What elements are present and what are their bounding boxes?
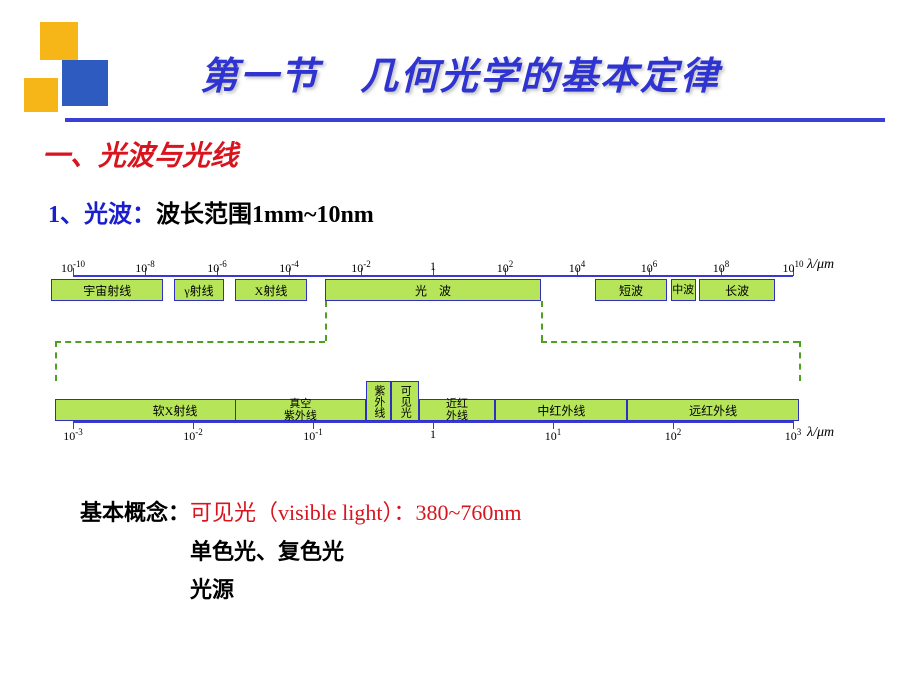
spectrum-band: 可见光 bbox=[391, 381, 419, 421]
scale-label: 103 bbox=[785, 427, 802, 444]
scale-label: 1 bbox=[430, 259, 436, 274]
scale-label: 10-6 bbox=[207, 259, 227, 276]
concepts-visible: 可见光（visible light）：380~760nm bbox=[190, 500, 522, 525]
spectrum-band: 中波 bbox=[671, 279, 696, 301]
scale-label: 1010 bbox=[783, 259, 804, 276]
concepts-line-3: 光源 bbox=[80, 571, 920, 610]
axis-unit: λ/μm bbox=[807, 257, 834, 273]
concepts-line-1: 基本概念：可见光（visible light）：380~760nm bbox=[80, 494, 920, 533]
scale-label: 10-1 bbox=[303, 427, 323, 444]
connector-dash bbox=[325, 301, 327, 341]
spectrum-band: 短波 bbox=[595, 279, 667, 301]
connector-dash bbox=[541, 301, 543, 341]
scale-label: 102 bbox=[497, 259, 514, 276]
connector-dash bbox=[541, 341, 799, 343]
spectrum-band: 紫外线 bbox=[366, 381, 391, 421]
connector-dash bbox=[799, 341, 801, 381]
title-underline bbox=[65, 118, 885, 122]
spectrum-band: 长波 bbox=[699, 279, 775, 301]
scale-label: 106 bbox=[641, 259, 658, 276]
connector-dash bbox=[55, 341, 325, 343]
scale-label: 10-10 bbox=[61, 259, 85, 276]
spectrum-band: 中红外线 bbox=[495, 399, 627, 421]
page-title: 第一节 几何光学的基本定律 bbox=[0, 0, 920, 100]
scale-label: 101 bbox=[545, 427, 562, 444]
spectrum-band: 光 波 bbox=[325, 279, 541, 301]
scale-label: 10-4 bbox=[279, 259, 299, 276]
spectrum-band: 宇宙射线 bbox=[51, 279, 163, 301]
scale-label: 102 bbox=[665, 427, 682, 444]
scale-label: 10-3 bbox=[63, 427, 83, 444]
scale-label: 104 bbox=[569, 259, 586, 276]
section-heading: 一、光波与光线 bbox=[42, 134, 920, 174]
spectrum-band: 近红外线 bbox=[419, 399, 496, 421]
concepts-block: 基本概念：可见光（visible light）：380~760nm 单色光、复色… bbox=[80, 494, 920, 610]
subheading-line: 1、光波：波长范围1mm~10nm bbox=[48, 194, 920, 229]
scale-label: 10-2 bbox=[183, 427, 203, 444]
subheading-prefix: 1、光波： bbox=[48, 202, 156, 228]
spectrum-band: X射线 bbox=[235, 279, 307, 301]
scale-label: 1 bbox=[430, 427, 436, 442]
connector-dash bbox=[55, 341, 57, 381]
concepts-label: 基本概念： bbox=[80, 500, 190, 525]
spectrum-band: γ射线 bbox=[174, 279, 224, 301]
concepts-line-2: 单色光、复色光 bbox=[80, 533, 920, 572]
scale-label: 10-8 bbox=[135, 259, 155, 276]
spectrum-band: 真空紫外线 bbox=[235, 399, 366, 421]
spectrum-diagram: 10-1010-810-610-410-211021041061081010λ/… bbox=[58, 259, 868, 449]
axis-unit: λ/μm bbox=[807, 425, 834, 441]
scale-label: 10-2 bbox=[351, 259, 371, 276]
corner-decoration bbox=[18, 20, 118, 130]
spectrum-band: 远红外线 bbox=[627, 399, 799, 421]
scale-label: 108 bbox=[713, 259, 730, 276]
subheading-rest: 波长范围1mm~10nm bbox=[156, 202, 374, 228]
